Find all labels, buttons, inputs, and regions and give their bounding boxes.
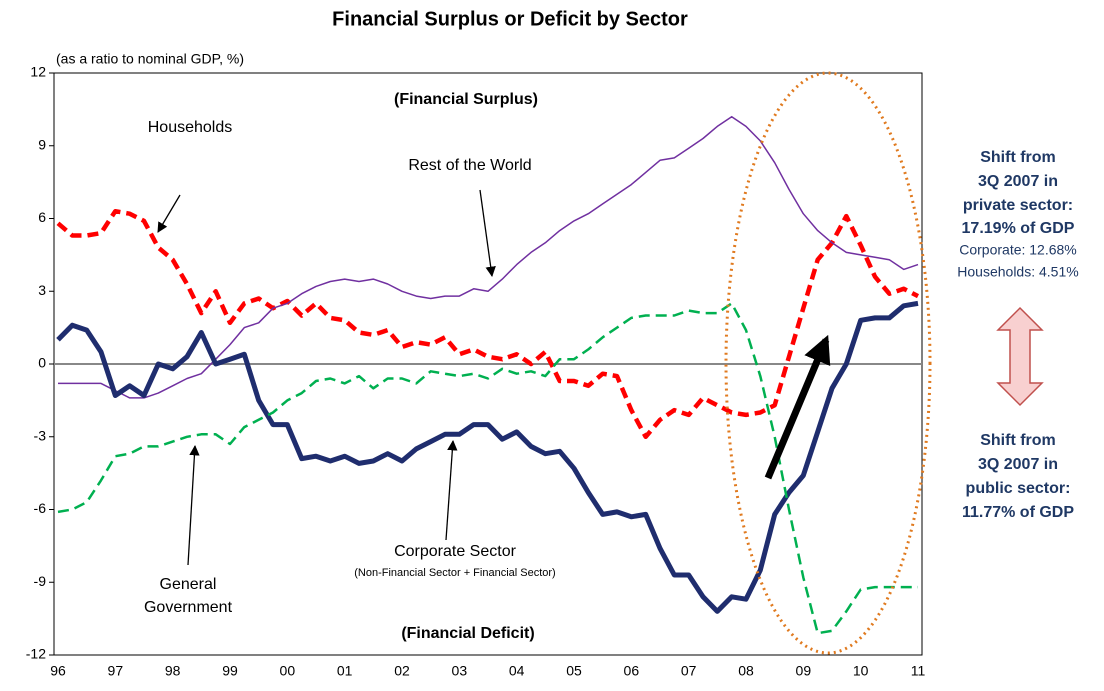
x-tick-label: 05 — [566, 663, 582, 679]
x-tick-label: 01 — [337, 663, 353, 679]
x-tick-label: 99 — [222, 663, 238, 679]
x-tick-label: 03 — [452, 663, 468, 679]
chart-title: Financial Surplus or Deficit by Sector — [332, 8, 688, 30]
x-tick-label: 96 — [50, 663, 66, 679]
x-tick-label: 09 — [796, 663, 812, 679]
x-tick-label: 98 — [165, 663, 181, 679]
y-tick-label: -3 — [34, 427, 47, 443]
pointer — [445, 439, 458, 541]
series-label: Rest of the World — [408, 157, 531, 174]
series-line — [56, 208, 920, 440]
side-note: Corporate: 12.68% — [959, 242, 1077, 258]
y-tick-label: -12 — [26, 646, 46, 662]
series-line — [56, 300, 919, 614]
side-note: Households: 4.51% — [957, 264, 1078, 280]
side-note: 11.77% of GDP — [962, 504, 1074, 521]
annotations: Households Rest of the World Corporate Sec… — [144, 91, 1079, 642]
side-note: Shift from — [980, 149, 1056, 166]
double-arrow — [996, 306, 1044, 407]
x-tick-label: 00 — [280, 663, 296, 679]
trend-arrow — [764, 334, 831, 480]
y-tick-label: -6 — [34, 500, 47, 516]
series-label: Households — [148, 119, 233, 136]
highlight-ellipse — [724, 71, 932, 655]
x-tick-label: 06 — [624, 663, 640, 679]
x-tick-label: 08 — [738, 663, 754, 679]
annotation: (Non-Financial Sector + Financial Sector… — [354, 567, 555, 579]
x-tick-label: 02 — [394, 663, 410, 679]
side-note: 17.19% of GDP — [962, 220, 1075, 237]
side-note: private sector: — [963, 197, 1073, 214]
x-tick-label: 07 — [681, 663, 697, 679]
series-line — [57, 302, 918, 635]
y-axis-label: (as a ratio to nominal GDP, %) — [56, 51, 244, 67]
y-tick-label: 0 — [38, 355, 46, 371]
y-tick-label: 12 — [30, 64, 46, 80]
side-note: 3Q 2007 in — [978, 173, 1058, 190]
annotation: (Financial Deficit) — [401, 625, 534, 642]
side-note: Shift from — [980, 432, 1056, 449]
side-note: 3Q 2007 in — [978, 456, 1058, 473]
x-tick-label: 04 — [509, 663, 525, 679]
x-tick-label: 10 — [853, 663, 869, 679]
side-note: public sector: — [966, 480, 1071, 497]
x-tick-label: 11 — [911, 663, 926, 679]
x-tick-label: 97 — [108, 663, 124, 679]
series-label: General — [160, 576, 217, 593]
y-tick-label: -9 — [34, 573, 47, 589]
annotation: (Financial Surplus) — [394, 91, 538, 108]
pointer — [157, 194, 181, 233]
pointer — [187, 444, 200, 566]
y-tick-label: 6 — [38, 209, 46, 225]
y-tick-label: 9 — [38, 136, 46, 152]
series-label: Corporate Sector — [394, 543, 517, 560]
pointer — [479, 189, 496, 278]
series-lines — [56, 115, 920, 635]
y-tick-label: 3 — [38, 282, 46, 298]
series-line — [58, 115, 919, 399]
series-label: Government — [144, 599, 233, 616]
